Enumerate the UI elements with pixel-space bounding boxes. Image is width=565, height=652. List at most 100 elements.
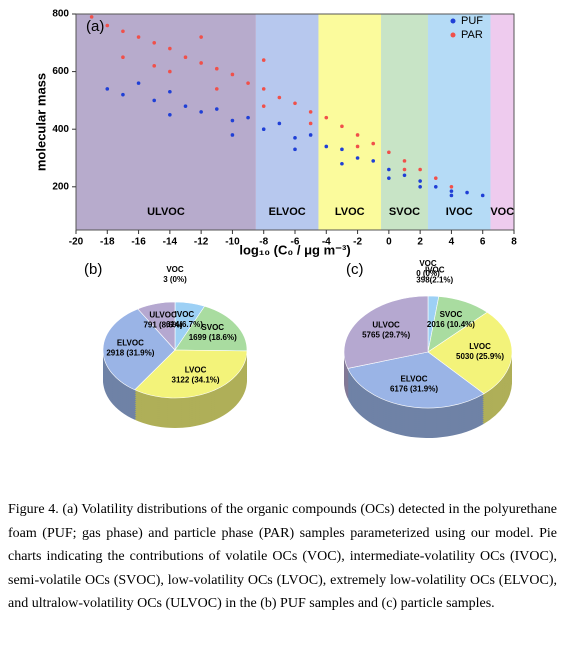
y-axis-title: molecular mass <box>33 73 48 171</box>
region-label: VOC <box>490 206 514 218</box>
point <box>214 87 219 91</box>
slice-name: IVOC <box>425 265 445 274</box>
slice-value: 2016 (10.4%) <box>427 320 475 329</box>
point <box>480 193 485 198</box>
point <box>387 150 391 155</box>
x-tick-label: 2 <box>417 237 423 248</box>
pie-slice <box>427 311 513 395</box>
x-tick-label: -6 <box>291 237 300 248</box>
point <box>136 35 141 39</box>
slice-name: IVOC <box>175 310 195 319</box>
x-tick-label: -10 <box>225 237 240 248</box>
point <box>418 179 422 183</box>
y-tick-label: 200 <box>52 181 69 192</box>
point <box>168 46 172 51</box>
slice-value: 5765 (29.7%) <box>362 330 410 339</box>
x-tick-label: -16 <box>131 237 146 248</box>
slice-value: 3 (0%) <box>163 275 187 284</box>
slice-value: 1699 (18.6%) <box>189 333 237 342</box>
x-tick-label: -8 <box>259 237 268 248</box>
region <box>490 14 514 230</box>
point <box>199 61 203 65</box>
x-tick-label: -20 <box>69 237 84 248</box>
region-label: IVOC <box>446 206 473 218</box>
x-tick-label: -4 <box>322 237 331 248</box>
region <box>427 14 491 230</box>
y-tick-label: 800 <box>52 9 69 20</box>
slice-name: LVOC <box>469 342 491 351</box>
slice-name: SVOC <box>440 310 463 319</box>
point <box>261 104 266 108</box>
point <box>340 147 344 152</box>
caption: Figure 4. (a) Volatility distributions o… <box>8 502 557 611</box>
pie-slice <box>137 301 176 351</box>
point <box>214 66 219 71</box>
pie-slice <box>102 308 176 391</box>
point <box>340 161 344 166</box>
legend-marker <box>450 18 456 24</box>
slice-name: SVOC <box>201 323 224 332</box>
point <box>261 58 266 62</box>
point <box>355 133 360 137</box>
slice-name: ELVOC <box>117 338 144 347</box>
x-tick-label: -14 <box>163 237 178 248</box>
point <box>418 185 422 189</box>
point <box>340 124 344 129</box>
point <box>152 41 157 45</box>
point <box>308 110 313 114</box>
point <box>277 95 282 100</box>
point <box>433 176 438 180</box>
point <box>230 133 235 137</box>
x-tick-label: -12 <box>194 237 209 248</box>
slice-name: VOC <box>419 259 437 268</box>
point <box>261 87 266 91</box>
point <box>449 189 454 193</box>
point <box>121 55 125 59</box>
point <box>121 29 125 34</box>
point <box>121 92 125 97</box>
point <box>402 167 407 172</box>
point <box>355 156 360 160</box>
point <box>136 81 141 85</box>
point <box>168 69 172 74</box>
point <box>293 136 297 140</box>
point <box>308 121 313 126</box>
region-label: SVOC <box>389 206 420 218</box>
y-tick-label: 600 <box>52 66 69 77</box>
point <box>152 64 157 68</box>
x-tick-label: 4 <box>449 237 455 248</box>
region <box>381 14 428 230</box>
slice-value: 791 (8.6%) <box>143 320 182 329</box>
point <box>418 167 422 172</box>
point <box>293 147 297 152</box>
panel-label: (b) <box>84 261 102 278</box>
region <box>76 14 256 230</box>
pie-slice <box>347 351 485 409</box>
point <box>324 115 329 120</box>
point <box>214 107 219 111</box>
point <box>230 72 235 77</box>
region-label: ULVOC <box>147 206 185 218</box>
x-tick-label: 8 <box>511 237 517 248</box>
point <box>168 89 172 94</box>
legend-marker <box>450 32 456 38</box>
point <box>293 101 297 106</box>
pie-slice <box>343 295 429 369</box>
point <box>246 81 250 85</box>
x-axis-title: log₁₀ (C₀ / μg m⁻³) <box>239 242 350 257</box>
x-tick-label: 0 <box>386 237 392 248</box>
slice-name: VOC <box>166 265 184 274</box>
point <box>324 144 329 149</box>
point <box>105 87 110 91</box>
point <box>261 127 266 131</box>
x-tick-label: -18 <box>100 237 115 248</box>
point <box>371 159 376 163</box>
point <box>387 176 391 180</box>
point <box>230 118 235 123</box>
point <box>402 159 407 163</box>
pie-slice <box>174 305 248 352</box>
point <box>105 23 110 28</box>
point <box>433 185 438 189</box>
point <box>449 193 454 198</box>
